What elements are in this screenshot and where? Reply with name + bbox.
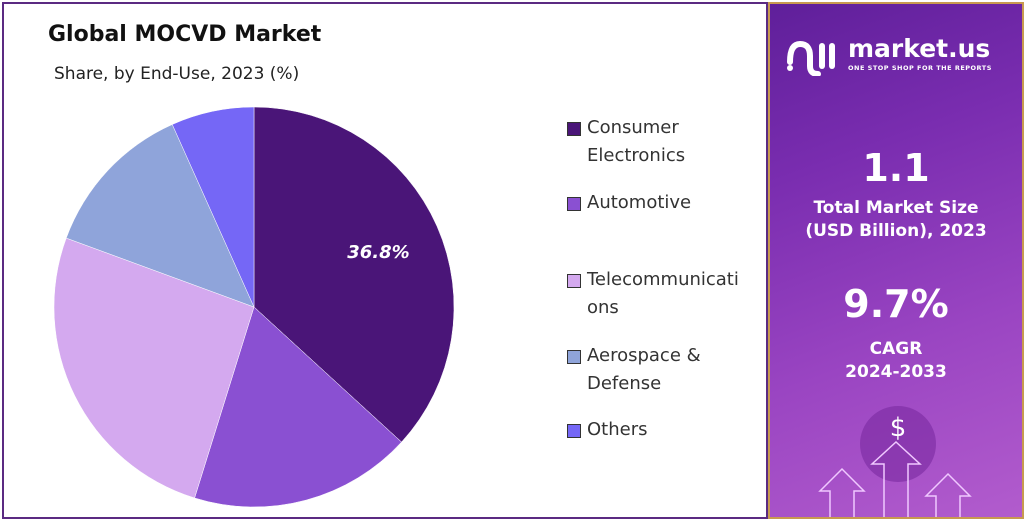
dollar-icon: $ xyxy=(890,413,907,443)
legend-item: Others xyxy=(567,416,767,444)
cagr-period: 2024-2033 xyxy=(845,362,947,382)
market-size-label: Total Market Size xyxy=(813,198,979,218)
pie-slice-aerospace-defense xyxy=(65,124,255,308)
cagr-label: CAGR xyxy=(869,339,923,359)
brand-name: market.us xyxy=(848,34,991,63)
legend-label: Telecommunicati xyxy=(587,269,739,290)
pie-slice-others xyxy=(171,106,255,308)
legend-swatch xyxy=(567,197,581,211)
brand-tagline: ONE STOP SHOP FOR THE REPORTS xyxy=(848,64,992,72)
legend-swatch xyxy=(567,274,581,288)
legend-label: Others xyxy=(587,419,648,440)
pie-slice-telecommunications xyxy=(53,237,255,499)
legend-item: Telecommunicati ons xyxy=(567,266,767,322)
legend-swatch xyxy=(567,122,581,136)
legend-item: Consumer Electronics xyxy=(567,114,767,170)
chart-title: Global MOCVD Market xyxy=(48,22,322,47)
legend-label: Aerospace & xyxy=(587,345,701,366)
market-size-value: 1.1 xyxy=(862,146,930,190)
cagr-value: 9.7% xyxy=(843,282,949,326)
legend-swatch xyxy=(567,350,581,364)
pie-slice-consumer-electronics xyxy=(253,106,455,443)
legend-swatch xyxy=(567,424,581,438)
legend-item: Aerospace & Defense xyxy=(567,342,767,398)
pie-slice-automotive xyxy=(194,306,402,508)
data-label: 36.8% xyxy=(347,242,409,263)
legend-label: Consumer xyxy=(587,117,679,138)
growth-arrows-icon: $ xyxy=(818,406,972,517)
legend-label: Electronics xyxy=(587,145,686,166)
legend-label: Defense xyxy=(587,373,662,394)
pie-chart: 36.8% xyxy=(53,106,455,508)
market-size-label-2: (USD Billion), 2023 xyxy=(805,221,987,241)
chart-panel: Global MOCVD Market Share, by End-Use, 2… xyxy=(2,2,768,519)
chart-subtitle: Share, by End-Use, 2023 (%) xyxy=(54,64,300,84)
legend-label: ons xyxy=(587,297,619,318)
summary-panel: market.us ONE STOP SHOP FOR THE REPORTS … xyxy=(768,2,1024,519)
market-us-logo-icon xyxy=(787,40,835,76)
legend-item: Automotive xyxy=(567,189,767,217)
legend-label: Automotive xyxy=(587,192,692,213)
